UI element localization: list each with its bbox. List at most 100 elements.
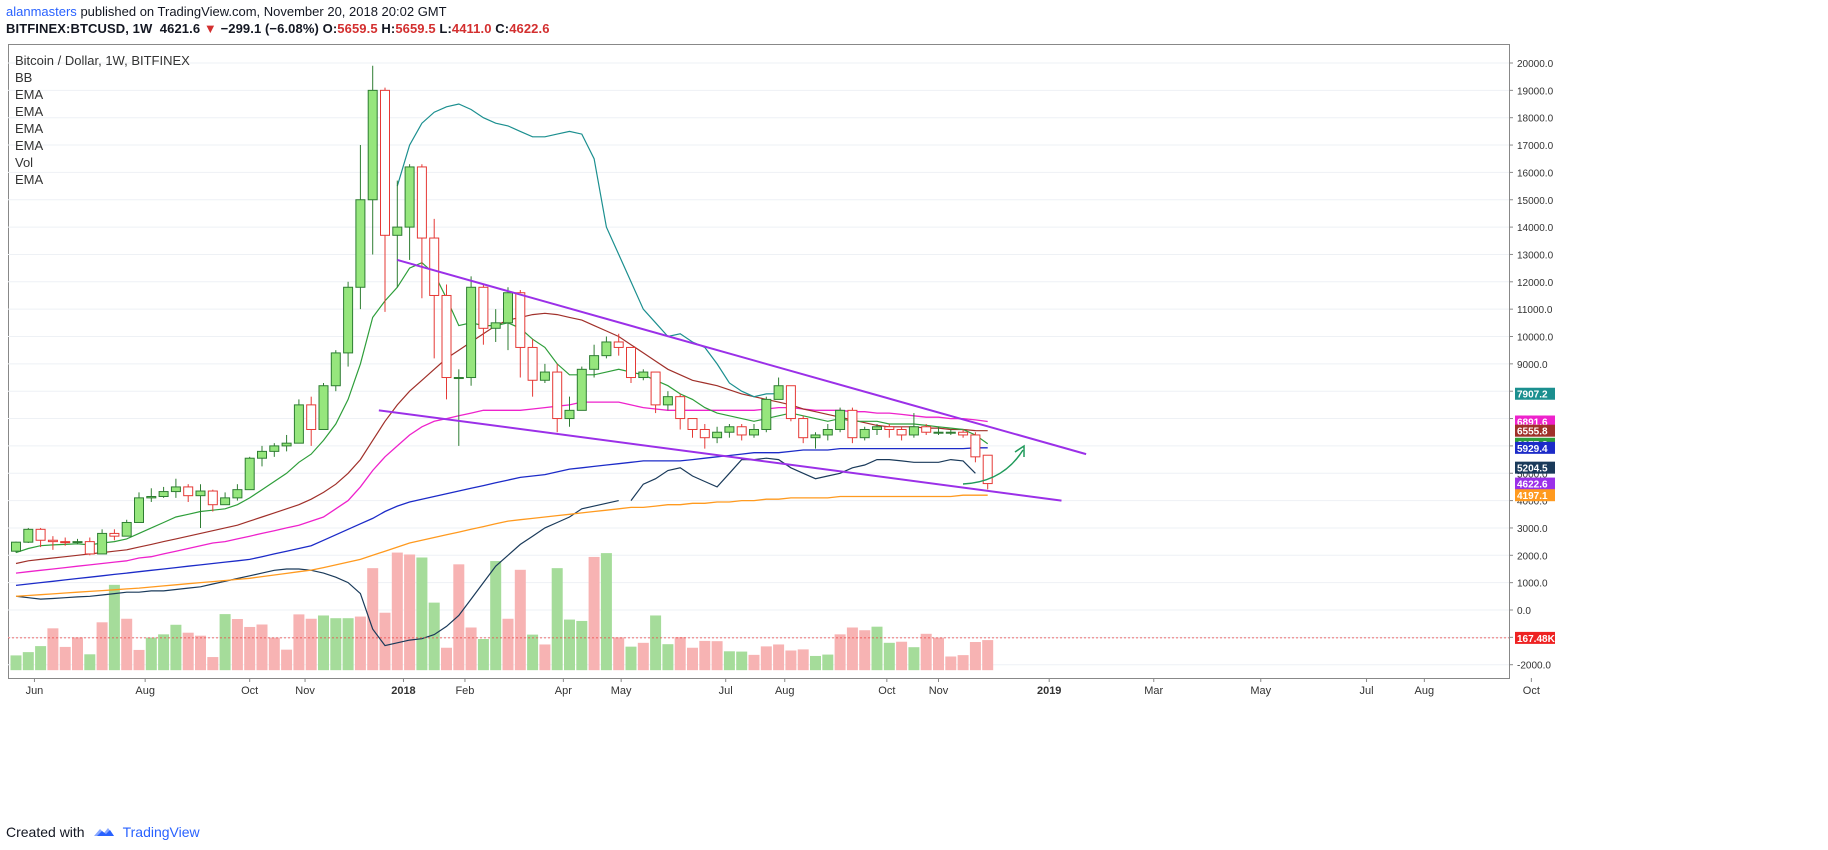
last-value-tag: [1515, 424, 1555, 437]
author-link[interactable]: alanmasters: [6, 4, 77, 19]
last-value-label: 5204.5: [1517, 464, 1548, 475]
volume-bar: [207, 657, 219, 671]
candle-up: [945, 431, 956, 434]
volume-bar: [96, 622, 108, 671]
volume-bar: [687, 647, 698, 671]
low-label: L:: [439, 21, 452, 36]
tradingview-link[interactable]: TradingView: [122, 824, 200, 840]
annotation-arrow: [962, 449, 1024, 485]
candle-down: [970, 434, 981, 458]
y-tick-label: 14000.0: [1517, 223, 1554, 234]
candle-down: [416, 166, 427, 239]
created-with-label: Created with: [6, 824, 85, 840]
candle-down: [798, 418, 809, 439]
y-tick-label: 18000.0: [1517, 114, 1554, 125]
candle-up: [158, 491, 169, 497]
candle-down: [527, 346, 538, 381]
volume-bar: [969, 641, 981, 671]
candle-up: [503, 292, 513, 324]
legend-ema-3[interactable]: EMA: [15, 121, 44, 136]
candle-up: [23, 528, 34, 543]
symbol-info: BITFINEX:BTCUSD, 1W 4621.6 ▼ −299.1 (−6.…: [6, 21, 550, 36]
candle-up: [121, 521, 132, 537]
volume-bar: [391, 552, 403, 671]
candle-up: [72, 541, 83, 544]
y-tick-label: 9000.0: [1517, 360, 1548, 371]
volume-bar: [920, 633, 932, 671]
x-tick-label: Jul: [719, 685, 733, 697]
y-tick-label: 12000.0: [1517, 278, 1554, 289]
volume-bar: [600, 553, 612, 671]
candle-up: [712, 431, 723, 439]
y-tick-label: 1000.0: [1517, 579, 1548, 590]
last-value-label: 7907.2: [1517, 390, 1548, 401]
legend-ema-1[interactable]: EMA: [15, 87, 44, 102]
volume-bar: [933, 637, 944, 671]
candle-up: [257, 450, 267, 459]
y-tick-label: 3000.0: [1517, 524, 1548, 535]
candle-down: [958, 431, 969, 436]
bollinger-upper-line: [396, 103, 779, 398]
legend-ema-2[interactable]: EMA: [15, 104, 44, 119]
candle-up: [146, 495, 157, 499]
candle-up: [404, 166, 415, 228]
low-value: 4411.0: [451, 21, 492, 36]
candle-down: [552, 371, 563, 420]
candle-up: [601, 341, 612, 357]
y-tick-label: 16000.0: [1517, 168, 1554, 179]
candle-up: [195, 490, 206, 497]
candle-down: [921, 426, 932, 433]
x-tick-label: Aug: [135, 685, 155, 697]
volume-bar: [379, 612, 391, 671]
volume-bar: [957, 655, 969, 671]
volume-bar: [588, 556, 600, 671]
volume-bar: [711, 641, 723, 671]
trendline: [397, 258, 1087, 456]
chart-svg[interactable]: Jun Aug Oct Nov 2018 Feb Apr May Jul Aug Oct Nov 201…: [8, 44, 1823, 814]
volume-bar: [256, 624, 268, 671]
candle-up: [134, 497, 144, 523]
volume-ema-line: [15, 500, 619, 647]
volume-bar: [527, 634, 539, 671]
volume-bar: [613, 637, 625, 671]
x-tick-label: Feb: [455, 685, 474, 697]
volume-bar: [305, 618, 317, 671]
candle-up: [232, 489, 243, 499]
x-tick-label: Apr: [555, 685, 572, 697]
y-tick-label: 20000.0: [1517, 59, 1554, 70]
y-tick-label: 0.0: [1517, 606, 1531, 617]
candle-up: [933, 431, 944, 434]
candle-down: [847, 409, 858, 439]
legend-ema-5[interactable]: EMA: [15, 172, 44, 187]
candle-up: [810, 434, 821, 439]
high-label: H:: [381, 21, 396, 36]
candle-up: [908, 426, 919, 436]
price-change: −299.1 (−6.08%): [220, 21, 319, 36]
volume-bar: [342, 618, 354, 671]
legend-bb[interactable]: BB: [15, 70, 33, 85]
volume-bar: [502, 618, 514, 671]
x-tick-label: Oct: [878, 685, 895, 697]
candle-down: [441, 294, 452, 379]
volume-bar: [47, 628, 59, 671]
chart-area[interactable]: Jun Aug Oct Nov 2018 Feb Apr May Jul Aug Oct Nov 201…: [8, 44, 1823, 814]
legend-vol[interactable]: Vol: [15, 155, 34, 170]
close-value: 4622.6: [509, 21, 550, 36]
candle-up: [490, 322, 501, 329]
candle-down: [896, 428, 907, 436]
x-tick-label: Nov: [295, 685, 315, 697]
volume-bar: [441, 647, 452, 671]
volume-bar: [170, 624, 182, 671]
symbol: BITFINEX:BTCUSD, 1W: [6, 21, 153, 36]
candle-up: [724, 426, 735, 433]
volume-bar: [822, 654, 834, 671]
candle-up: [367, 89, 378, 201]
last-value-tag: [1515, 461, 1555, 474]
legend-ema-4[interactable]: EMA: [15, 138, 44, 153]
candle-down: [613, 341, 624, 348]
last-price: 4621.6: [159, 21, 201, 36]
candle-down: [626, 346, 636, 379]
candle-down: [47, 539, 58, 543]
volume-bar: [982, 640, 994, 671]
volume-bar: [59, 646, 71, 671]
